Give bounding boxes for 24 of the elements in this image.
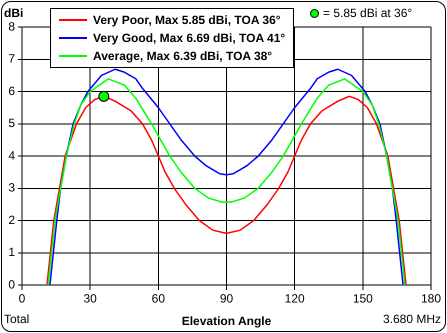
y-tick-label: 1 xyxy=(8,245,16,260)
y-tick-label: 5 xyxy=(8,116,16,130)
x-tick-label: 30 xyxy=(83,292,98,306)
legend-label: Average, Max 6.39 dBi, TOA 38° xyxy=(93,49,272,63)
text: Total xyxy=(4,312,30,326)
legend-label: Very Good, Max 6.69 dBi, TOA 41° xyxy=(93,31,286,45)
y-tick-label: 0 xyxy=(8,277,16,292)
legend-label: Very Poor, Max 5.85 dBi, TOA 36° xyxy=(93,13,281,27)
y-tick-label: 3 xyxy=(8,180,16,195)
y-tick-label: 8 xyxy=(8,19,16,34)
y-tick-label: 7 xyxy=(8,52,16,66)
text: 3.680 MHz xyxy=(382,312,441,326)
x-tick-label: 90 xyxy=(220,292,234,306)
x-tick-label: 0 xyxy=(18,292,26,306)
x-tick-label: 150 xyxy=(352,292,374,306)
x-tick-label: 120 xyxy=(284,292,305,306)
y-tick-label: 6 xyxy=(8,84,16,98)
x-tick-label: 60 xyxy=(152,292,166,306)
y-tick-label: 2 xyxy=(8,212,16,227)
y-tick-label: 4 xyxy=(8,148,16,162)
x-axis-title: Elevation Angle xyxy=(182,314,272,328)
legend-label: = 5.85 dBi at 36° xyxy=(323,6,412,20)
x-tick-label: 180 xyxy=(420,292,442,306)
y-axis-title: dBi xyxy=(4,6,24,20)
